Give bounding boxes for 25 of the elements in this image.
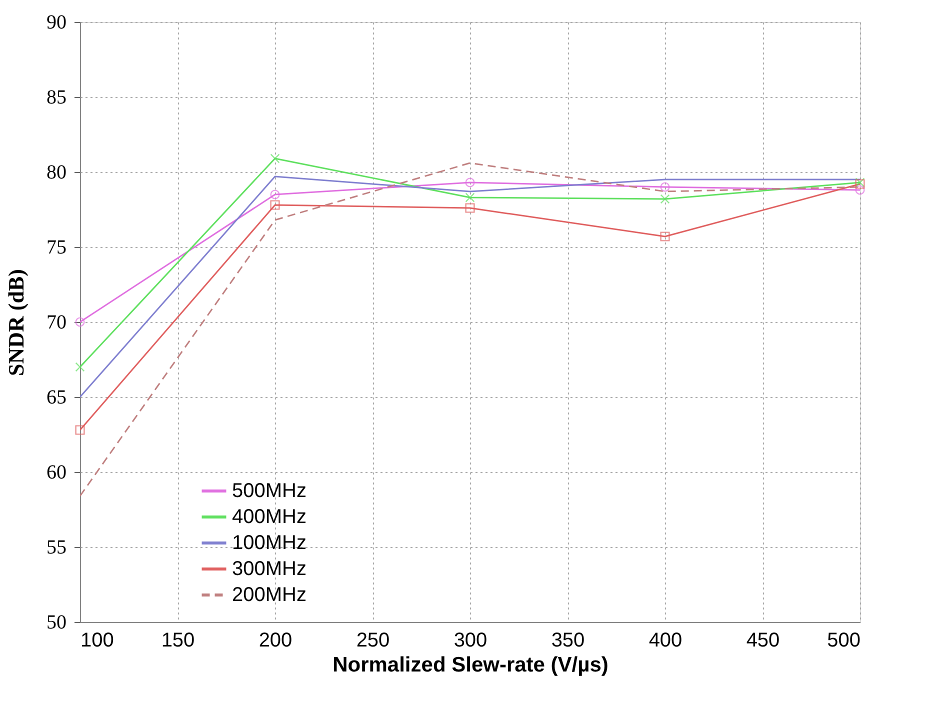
x-tick-label: 300 — [454, 630, 488, 652]
y-tick-label: 55 — [46, 536, 66, 558]
y-tick-label: 85 — [46, 86, 66, 108]
y-tick-label: 90 — [46, 12, 66, 34]
y-tick-label: 75 — [46, 236, 66, 258]
y-tick-label: 50 — [46, 612, 66, 634]
x-tick-label: 200 — [258, 630, 292, 652]
legend-label: 200MHz — [232, 584, 306, 606]
x-axis-title: Normalized Slew-rate (V/µs) — [332, 654, 608, 676]
x-tick-label: 250 — [356, 630, 390, 652]
x-tick-label: 150 — [161, 630, 195, 652]
y-tick-label: 60 — [46, 462, 66, 484]
x-tick-label: 100 — [80, 630, 114, 652]
y-tick-label: 65 — [46, 386, 66, 408]
x-tick-label: 450 — [746, 630, 780, 652]
y-axis-title: SNDR (dB) — [4, 269, 28, 376]
y-tick-label: 70 — [46, 312, 66, 334]
y-tick-label: 80 — [46, 162, 66, 184]
legend-label: 400MHz — [232, 506, 306, 528]
x-tick-label: 400 — [648, 630, 682, 652]
legend-label: 500MHz — [232, 480, 306, 502]
x-tick-label: 500 — [827, 630, 860, 652]
legend-label: 300MHz — [232, 558, 306, 580]
x-tick-label: 350 — [551, 630, 585, 652]
legend-label: 100MHz — [232, 532, 306, 554]
